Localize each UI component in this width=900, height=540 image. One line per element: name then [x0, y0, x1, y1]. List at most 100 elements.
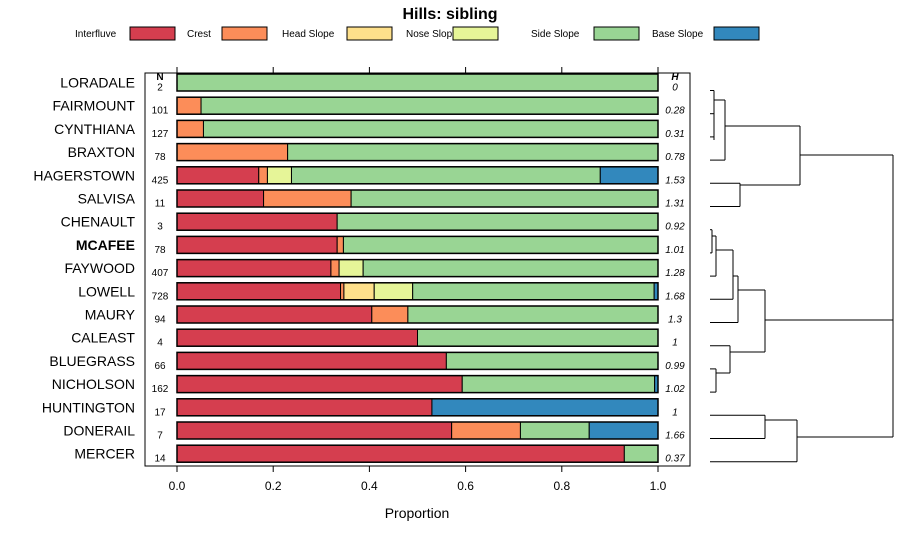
- bar-segment: [176, 96, 202, 115]
- n-value: 7: [157, 431, 163, 442]
- row-label: LOWELL: [78, 283, 135, 299]
- plot-frame: [144, 72, 691, 467]
- bar-segment: [371, 305, 409, 324]
- bar-outline: [176, 212, 659, 231]
- bar-row: [176, 235, 659, 255]
- bar-outline: [176, 328, 659, 347]
- h-value: 1.28: [665, 268, 685, 279]
- legend-label: Base Slope: [652, 29, 704, 40]
- row-label: HUNTINGTON: [42, 399, 135, 415]
- legend-label: Nose Slope: [406, 29, 458, 40]
- bar-segment: [263, 189, 352, 208]
- x-tick-label: 0.8: [553, 479, 570, 493]
- bar-segment: [451, 421, 521, 440]
- bar-row: [176, 398, 659, 417]
- h-value: 1: [672, 407, 678, 418]
- row-label: MERCER: [74, 446, 135, 462]
- legend-label: Head Slope: [282, 29, 335, 40]
- bar-row: [176, 351, 659, 371]
- x-tick-label: 0.0: [169, 479, 186, 493]
- n-value: 17: [154, 407, 166, 418]
- bar-outline: [176, 235, 659, 255]
- row-label: CHENAULT: [61, 214, 136, 230]
- legend-swatch: [221, 26, 268, 41]
- bar-row: [176, 73, 659, 92]
- h-value: 0.99: [665, 361, 685, 372]
- bar-segment: [340, 282, 345, 301]
- bar-row: [176, 374, 659, 394]
- bar-segment: [431, 398, 659, 417]
- bar-row: [176, 189, 659, 208]
- n-value: 4: [157, 338, 163, 349]
- bar-segment: [176, 375, 463, 394]
- bar-segment: [373, 282, 414, 301]
- bar-outline: [176, 444, 659, 463]
- row-label: NICHOLSON: [52, 376, 135, 392]
- x-axis-label: Proportion: [385, 505, 450, 521]
- n-header: N: [156, 72, 163, 83]
- row-label: FAYWOOD: [64, 260, 135, 276]
- bar-segment: [417, 328, 659, 347]
- h-value: 1.68: [665, 291, 685, 302]
- bar-segment: [176, 328, 418, 347]
- n-value: 162: [152, 384, 169, 395]
- legend-swatch: [452, 26, 499, 41]
- bar-row: [176, 212, 659, 231]
- h-value: 0.92: [665, 222, 685, 233]
- bar-segment: [176, 143, 289, 162]
- n-value: 14: [154, 454, 166, 465]
- bar-outline: [176, 421, 659, 440]
- row-label: DONERAIL: [63, 423, 135, 439]
- x-tick-label: 0.2: [265, 479, 282, 493]
- chart-title: Hills: sibling: [402, 6, 497, 23]
- bar-row: [176, 96, 659, 115]
- h-value: 1.31: [665, 199, 684, 210]
- h-value: 1.3: [668, 315, 682, 326]
- legend-label: Interfluve: [75, 29, 117, 40]
- row-label: FAIRMOUNT: [53, 98, 136, 114]
- bar-segment: [176, 351, 447, 370]
- x-tick-label: 0.4: [361, 479, 378, 493]
- bar-segment: [176, 444, 625, 463]
- legend-swatch: [346, 26, 393, 41]
- h-value: 0.78: [665, 152, 685, 163]
- row-label: CALEAST: [71, 330, 135, 346]
- bar-outline: [176, 258, 659, 278]
- n-value: 94: [154, 315, 166, 326]
- bar-segment: [407, 305, 659, 324]
- h-value: 1: [672, 338, 678, 349]
- bar-segment: [350, 189, 659, 208]
- h-value: 1.53: [665, 175, 685, 186]
- bar-segment: [362, 259, 659, 278]
- bar-segment: [412, 282, 655, 301]
- row-label: BRAXTON: [68, 144, 135, 160]
- bar-segment: [290, 166, 601, 185]
- dendrogram: [710, 90, 894, 463]
- x-axis: 0.0 0.2 0.4 0.6 0.8 1.0: [169, 466, 667, 493]
- bar-segment: [176, 305, 373, 324]
- n-value: 407: [152, 268, 169, 279]
- bar-segment: [176, 73, 659, 92]
- bar-rows: [176, 73, 659, 463]
- h-value: 0.28: [665, 106, 685, 117]
- bar-row: [176, 166, 659, 185]
- h-value: 0.31: [665, 129, 684, 140]
- bar-segment: [343, 282, 375, 301]
- bar-outline: [176, 351, 659, 371]
- bar-segment: [599, 166, 659, 185]
- n-value: 78: [154, 152, 166, 163]
- n-value: 101: [152, 106, 169, 117]
- bar-row: [176, 119, 659, 139]
- legend-label: Side Slope: [531, 29, 580, 40]
- bar-segment: [336, 212, 659, 231]
- bar-row: [176, 142, 659, 162]
- bar-row: [176, 258, 659, 278]
- legend-swatch: [129, 26, 176, 41]
- n-value: 11: [155, 199, 166, 210]
- bar-segment: [623, 444, 659, 463]
- bar-segment: [176, 189, 265, 208]
- bar-outline: [176, 119, 659, 139]
- bar-segment: [461, 375, 656, 394]
- bar-segment: [338, 259, 364, 278]
